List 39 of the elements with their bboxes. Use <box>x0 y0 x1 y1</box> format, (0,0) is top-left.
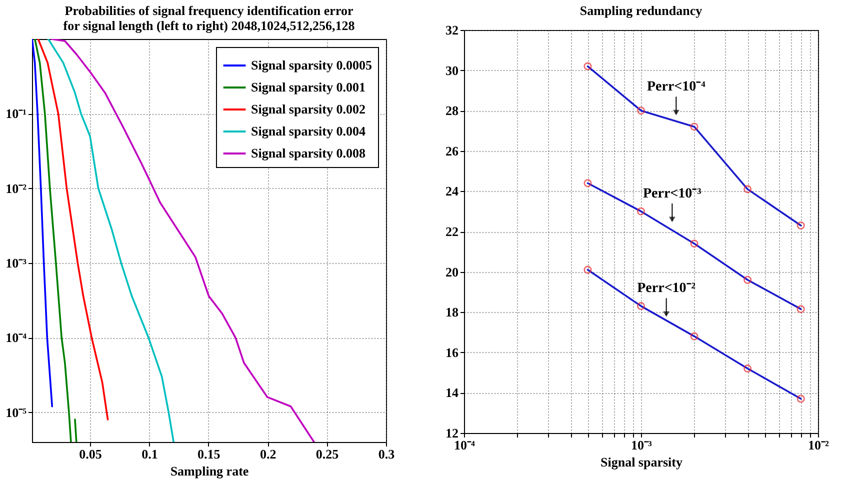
y-tick-label: 32 <box>446 22 458 38</box>
x-tick-label: 0.05 <box>79 446 102 462</box>
x-axis-title: Signal sparsity <box>600 454 683 470</box>
line-series <box>32 39 54 408</box>
x-tick-label: 0.15 <box>198 446 221 462</box>
y-tick-label: 14 <box>446 385 459 400</box>
y-tick-label: 10⁻⁵ <box>6 404 27 420</box>
annotation: Perr<10⁻² <box>637 281 696 296</box>
x-tick-label: 10⁻² <box>808 438 830 452</box>
x-tick-label: 0.1 <box>142 446 158 462</box>
legend-label: Signal sparsity 0.008 <box>251 146 366 160</box>
legend-label: Signal sparsity 0.004 <box>251 124 366 138</box>
y-tick-label: 12 <box>446 426 458 440</box>
line-series <box>47 39 174 442</box>
annotation: Perr<10⁻⁴ <box>646 80 706 95</box>
y-tick-label: 28 <box>446 103 459 118</box>
x-tick-label: 0.2 <box>260 446 276 462</box>
x-tick-label: 0.3 <box>378 446 396 462</box>
y-tick-label: 10⁻¹ <box>6 106 27 122</box>
chart-title: Probabilities of signal frequency identification error for signal length (left to right) 2048,1024,512,256,128 <box>63 3 356 33</box>
y-tick-label: 20 <box>446 264 458 280</box>
y-tick-label: 30 <box>446 62 458 78</box>
y-tick-label: 10⁻⁴ <box>6 330 27 346</box>
x-tick-label: 0.25 <box>316 446 340 462</box>
y-tick-label: 16 <box>446 344 459 360</box>
x-axis-title: Sampling rate <box>170 464 249 478</box>
annotation: Perr<10⁻³ <box>642 186 702 202</box>
y-tick-label: 26 <box>446 143 459 158</box>
legend-label: Signal sparsity 0.0005 <box>251 58 372 72</box>
x-tick-label: 10⁻³ <box>631 438 652 452</box>
chart-title: Sampling redundancy <box>580 3 703 18</box>
line-series <box>37 39 109 420</box>
legend-label: Signal sparsity 0.001 <box>251 80 366 94</box>
y-tick-label: 10⁻³ <box>6 255 27 270</box>
y-tick-label: 24 <box>446 184 459 199</box>
legend-label: Signal sparsity 0.002 <box>251 102 366 116</box>
y-tick-label: 22 <box>446 224 458 239</box>
y-tick-label: 10⁻² <box>6 180 27 196</box>
y-tick-label: 18 <box>446 304 459 320</box>
